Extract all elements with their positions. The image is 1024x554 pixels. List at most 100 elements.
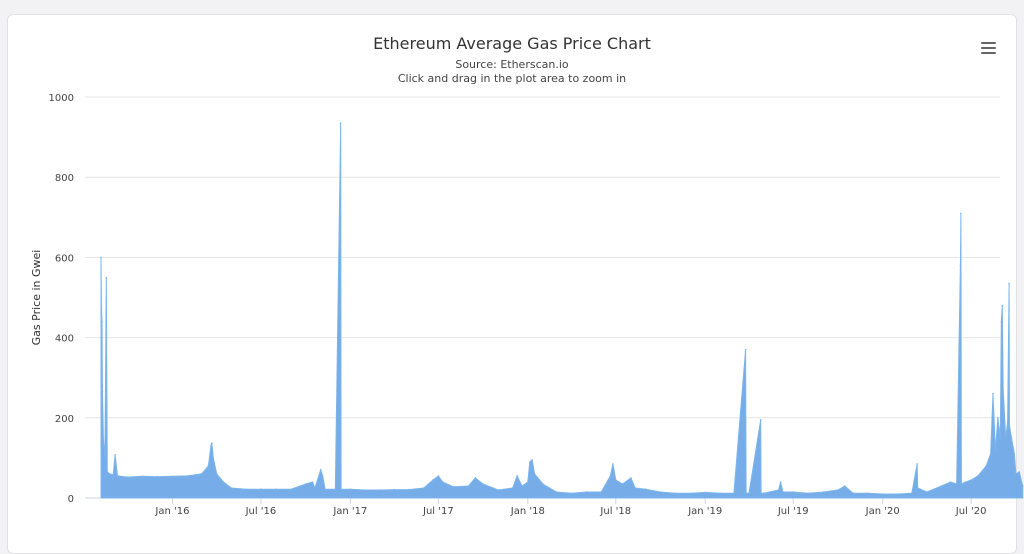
y-axis-title: Gas Price in Gwei bbox=[30, 250, 43, 346]
data-point bbox=[467, 485, 470, 487]
data-point bbox=[364, 489, 367, 491]
data-point bbox=[142, 475, 144, 478]
data-point bbox=[186, 475, 189, 477]
data-point bbox=[615, 479, 617, 481]
data-point bbox=[1004, 437, 1007, 439]
data-point bbox=[960, 212, 962, 215]
data-point bbox=[156, 475, 159, 478]
data-point bbox=[126, 476, 129, 478]
data-point bbox=[474, 477, 477, 479]
hamburger-menu-icon[interactable] bbox=[978, 40, 1000, 56]
data-point bbox=[109, 473, 111, 475]
data-point bbox=[321, 475, 324, 477]
data-point bbox=[1008, 425, 1011, 427]
data-point bbox=[733, 492, 735, 495]
data-point bbox=[585, 491, 587, 493]
data-point bbox=[104, 459, 106, 461]
y-tick-label: 200 bbox=[55, 414, 74, 425]
data-point bbox=[844, 485, 846, 487]
data-point bbox=[533, 473, 536, 475]
data-point bbox=[911, 492, 913, 495]
y-tick-label: 400 bbox=[55, 334, 74, 345]
x-tick-label: Jan '18 bbox=[510, 506, 545, 517]
data-point bbox=[916, 487, 919, 489]
data-point bbox=[985, 465, 987, 467]
data-point bbox=[215, 473, 218, 475]
data-point bbox=[437, 475, 440, 477]
data-point bbox=[977, 475, 979, 477]
data-point bbox=[511, 487, 514, 489]
data-point bbox=[393, 488, 395, 491]
data-point bbox=[230, 487, 233, 489]
data-point bbox=[760, 492, 762, 495]
data-point bbox=[609, 475, 612, 477]
data-point bbox=[100, 308, 103, 311]
data-point bbox=[704, 491, 706, 494]
data-point bbox=[807, 492, 810, 495]
data-point bbox=[555, 491, 558, 493]
data-point bbox=[245, 488, 248, 491]
data-point bbox=[792, 491, 794, 493]
data-point bbox=[114, 453, 116, 456]
chart-subtitle-zoom-hint: Click and drag in the plot area to zoom … bbox=[397, 72, 627, 85]
data-point bbox=[542, 483, 544, 485]
y-tick-label: 800 bbox=[55, 173, 74, 184]
data-point bbox=[896, 493, 899, 495]
data-point bbox=[1010, 437, 1013, 439]
data-point bbox=[940, 485, 943, 487]
x-tick-label: Jul '18 bbox=[599, 506, 631, 517]
data-point bbox=[1002, 388, 1004, 391]
data-point bbox=[630, 477, 632, 479]
data-point bbox=[529, 461, 531, 463]
data-point bbox=[171, 475, 174, 478]
data-point bbox=[101, 320, 103, 323]
data-point bbox=[106, 471, 109, 473]
data-point bbox=[782, 491, 784, 493]
data-point bbox=[1006, 421, 1009, 423]
data-point bbox=[744, 348, 747, 351]
data-point bbox=[304, 483, 307, 485]
data-point bbox=[762, 492, 765, 495]
data-point bbox=[719, 492, 722, 495]
chart-plot-area[interactable]: 0 200 400 600 800 1000 Gas Price in Gwei Jan '1… bbox=[0, 0, 1024, 534]
data-point bbox=[102, 437, 105, 439]
data-point bbox=[659, 491, 662, 493]
data-point bbox=[852, 492, 854, 495]
data-point bbox=[334, 488, 337, 491]
data-point bbox=[570, 492, 573, 495]
data-point bbox=[1013, 453, 1016, 455]
data-point bbox=[112, 473, 114, 476]
data-point bbox=[600, 491, 602, 493]
data-point bbox=[100, 256, 102, 259]
data-point bbox=[314, 487, 316, 489]
data-point bbox=[1001, 304, 1004, 307]
x-tick-label: Jul '16 bbox=[245, 506, 277, 517]
data-point bbox=[521, 485, 523, 487]
data-point bbox=[949, 481, 952, 483]
data-point bbox=[452, 486, 455, 488]
data-point bbox=[926, 491, 928, 493]
data-point bbox=[200, 473, 203, 475]
data-point bbox=[779, 481, 782, 483]
x-tick-label: Jul '17 bbox=[422, 506, 454, 517]
x-tick-label: Jul '20 bbox=[955, 506, 987, 517]
x-tick-label: Jan '20 bbox=[865, 506, 900, 517]
data-point bbox=[210, 445, 212, 447]
data-point bbox=[423, 487, 425, 489]
data-point bbox=[319, 469, 322, 471]
chart-title: Ethereum Average Gas Price Chart bbox=[373, 34, 651, 53]
data-point bbox=[482, 483, 484, 485]
data-point bbox=[212, 457, 215, 459]
data-point bbox=[837, 489, 839, 491]
data-point bbox=[1008, 282, 1010, 285]
data-point bbox=[759, 419, 762, 421]
data-point bbox=[992, 392, 994, 395]
data-point bbox=[1021, 485, 1024, 487]
data-point bbox=[275, 488, 277, 491]
data-point bbox=[674, 492, 677, 495]
data-point bbox=[777, 489, 780, 491]
x-tick-label: Jan '16 bbox=[154, 506, 189, 517]
data-point bbox=[516, 475, 518, 477]
data-point bbox=[881, 493, 884, 495]
data-point bbox=[1015, 473, 1017, 475]
